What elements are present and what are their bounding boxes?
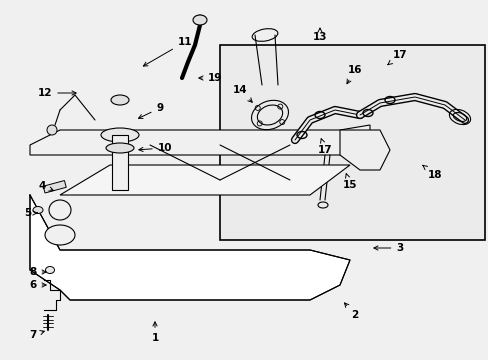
Text: 6: 6 (29, 280, 46, 290)
Text: 2: 2 (344, 303, 358, 320)
Text: 7: 7 (29, 330, 44, 340)
Text: 16: 16 (346, 65, 362, 84)
Ellipse shape (106, 143, 134, 153)
Ellipse shape (193, 15, 206, 25)
Text: 17: 17 (387, 50, 407, 65)
Bar (220, 45, 484, 240)
Text: 9: 9 (138, 103, 163, 118)
Ellipse shape (111, 95, 129, 105)
Bar (112, 135, 128, 190)
Circle shape (47, 125, 57, 135)
Ellipse shape (45, 225, 75, 245)
Text: 10: 10 (139, 143, 172, 153)
Text: 18: 18 (422, 165, 441, 180)
Text: 11: 11 (143, 37, 192, 66)
Polygon shape (30, 195, 349, 300)
Bar (43, 181, 66, 193)
Text: 1: 1 (151, 322, 158, 343)
Polygon shape (30, 125, 369, 155)
Ellipse shape (45, 266, 54, 274)
Text: 17: 17 (317, 139, 332, 155)
Text: 15: 15 (342, 174, 357, 190)
Text: 5: 5 (24, 208, 37, 218)
Text: 19: 19 (199, 73, 222, 83)
Ellipse shape (101, 128, 139, 142)
Text: 4: 4 (38, 181, 53, 191)
Ellipse shape (49, 200, 71, 220)
Text: 8: 8 (29, 267, 46, 277)
Polygon shape (60, 165, 349, 195)
Text: 14: 14 (232, 85, 252, 102)
Text: 12: 12 (38, 88, 76, 98)
Text: 13: 13 (312, 28, 326, 42)
Text: 3: 3 (373, 243, 403, 253)
Ellipse shape (33, 207, 43, 213)
Polygon shape (339, 130, 389, 170)
